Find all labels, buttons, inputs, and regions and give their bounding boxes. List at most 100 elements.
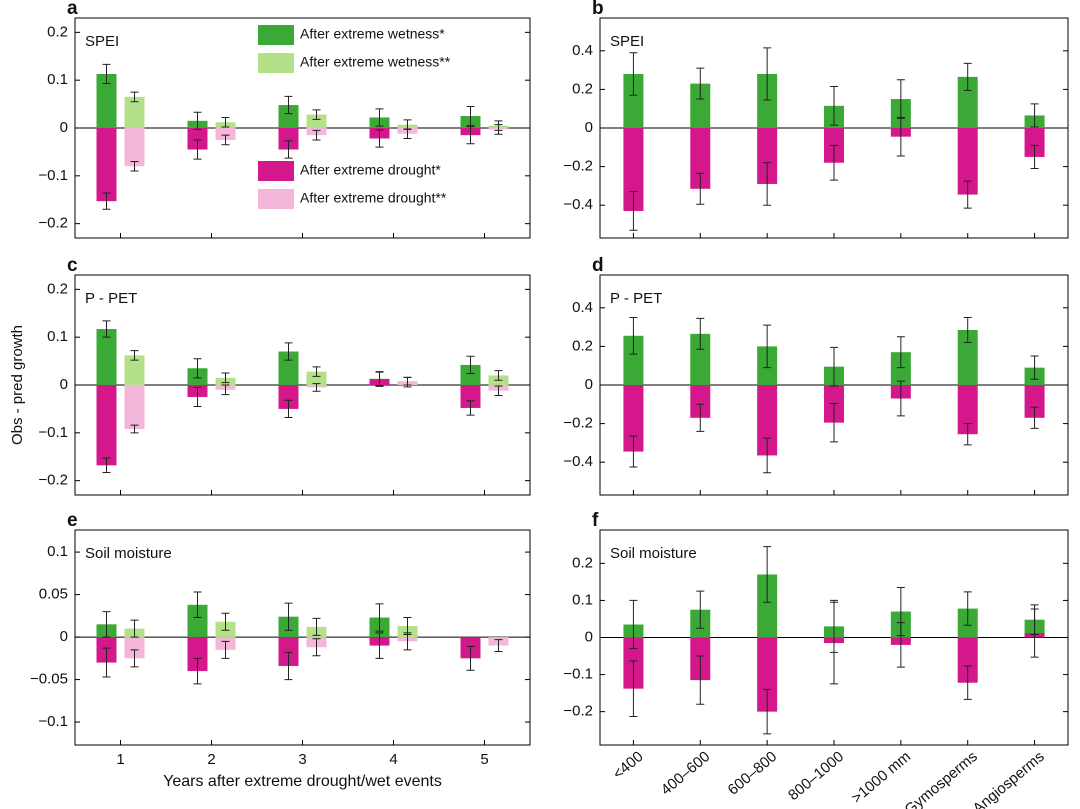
- error-bar: [629, 660, 638, 717]
- bar: [306, 114, 327, 128]
- x-tick-label: 1: [116, 751, 124, 768]
- error-bar: [963, 316, 972, 344]
- error-bar: [494, 124, 503, 135]
- error-bar: [221, 384, 230, 396]
- error-bar: [1030, 406, 1039, 429]
- y-tick-label: −0.1: [38, 424, 68, 441]
- bar: [757, 574, 778, 638]
- error-bar: [963, 665, 972, 700]
- error-bar: [763, 324, 772, 369]
- bar: [96, 329, 117, 385]
- panel-label: d: [592, 255, 604, 276]
- bar: [690, 333, 711, 385]
- error-bar: [494, 385, 503, 397]
- error-bar: [130, 91, 139, 103]
- y-tick-label: 0.05: [39, 586, 68, 603]
- error-bar: [629, 52, 638, 96]
- plot-frame: [74, 274, 531, 496]
- error-bar: [284, 95, 293, 115]
- error-bar: [193, 358, 202, 379]
- error-bar: [193, 386, 202, 408]
- error-bar: [130, 619, 139, 638]
- bar: [623, 385, 644, 452]
- error-bar: [1030, 103, 1039, 128]
- y-tick-label: −0.2: [563, 415, 593, 432]
- y-tick-label: 0.2: [572, 80, 593, 97]
- bar: [278, 105, 299, 128]
- error-bar: [312, 617, 321, 636]
- x-axis-label: Years after extreme drought/wet events: [163, 773, 442, 790]
- error-bar: [763, 546, 772, 603]
- panel-label: c: [67, 255, 78, 276]
- y-axis-label: Obs - pred growth: [9, 325, 26, 445]
- y-tick-label: 0.2: [47, 280, 68, 297]
- error-bar: [284, 140, 293, 159]
- bar: [957, 637, 978, 683]
- error-bar: [696, 172, 705, 205]
- y-tick-label: 0: [585, 376, 593, 393]
- error-bar: [375, 371, 384, 387]
- error-bar: [193, 111, 202, 130]
- error-bar: [963, 180, 972, 209]
- bar: [278, 128, 299, 150]
- error-bar: [284, 651, 293, 681]
- legend-label: After extreme wetness*: [300, 26, 445, 42]
- error-bar: [221, 372, 230, 384]
- error-bar: [763, 47, 772, 101]
- error-bar: [466, 105, 475, 127]
- error-bar: [629, 316, 638, 355]
- error-bar: [102, 457, 111, 474]
- bar: [187, 128, 208, 150]
- error-bar: [1030, 608, 1039, 658]
- bar: [278, 385, 299, 409]
- y-tick-label: −0.05: [30, 671, 68, 688]
- error-bar: [193, 657, 202, 685]
- error-bar: [284, 602, 293, 631]
- bar: [96, 385, 117, 466]
- bar: [690, 83, 711, 128]
- error-bar: [130, 350, 139, 361]
- error-bar: [629, 599, 638, 650]
- error-bar: [830, 144, 838, 181]
- error-bar: [494, 639, 503, 653]
- error-bar: [375, 632, 384, 659]
- bar: [957, 76, 978, 128]
- bar: [460, 385, 481, 408]
- error-bar: [830, 346, 838, 387]
- bar: [306, 371, 327, 385]
- bar: [1024, 385, 1045, 418]
- error-bar: [221, 134, 230, 146]
- y-tick-label: 0.1: [47, 71, 68, 88]
- error-bar: [629, 191, 638, 231]
- error-bar: [963, 591, 972, 626]
- error-bar: [629, 435, 638, 468]
- bar: [124, 96, 145, 128]
- bar: [278, 351, 299, 385]
- x-tick-label: 4: [389, 751, 397, 768]
- error-bar: [494, 370, 503, 381]
- bar: [96, 128, 117, 202]
- error-bar: [466, 126, 475, 145]
- error-bar: [375, 108, 384, 127]
- bar: [96, 73, 117, 128]
- error-bar: [130, 649, 139, 668]
- legend-swatch: [258, 161, 294, 181]
- y-tick-label: 0.4: [572, 42, 593, 59]
- x-tick-label: Angiosperms: [970, 748, 1048, 809]
- error-bar: [696, 67, 705, 100]
- bar: [215, 128, 236, 140]
- error-bar: [466, 355, 475, 375]
- panel-title: Soil moisture: [85, 545, 172, 562]
- y-tick-label: 0: [585, 119, 593, 136]
- bar: [623, 335, 644, 385]
- error-bar: [284, 399, 293, 419]
- y-tick-label: −0.2: [38, 215, 68, 232]
- panel-title: SPEI: [610, 33, 644, 50]
- legend-swatch: [258, 189, 294, 209]
- panel-label: a: [67, 0, 78, 19]
- x-tick-label: 3: [298, 751, 306, 768]
- panel-label: f: [592, 510, 599, 531]
- error-bar: [403, 376, 412, 388]
- bar: [890, 352, 911, 385]
- bar: [1024, 128, 1045, 157]
